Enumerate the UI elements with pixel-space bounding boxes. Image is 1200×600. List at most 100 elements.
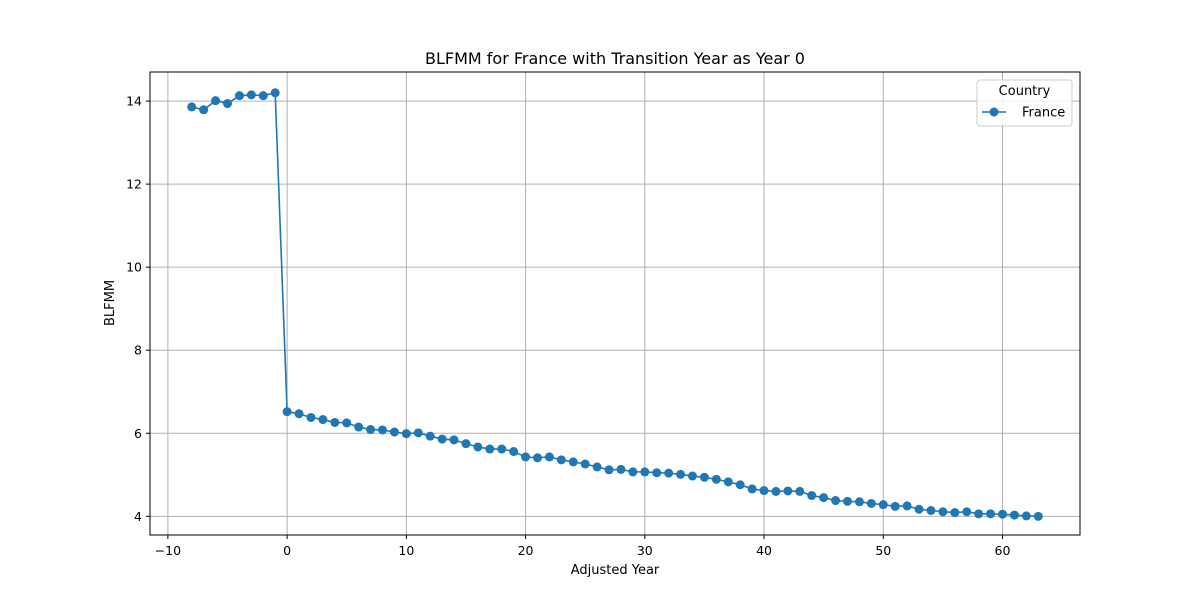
data-point — [437, 434, 447, 444]
series-layer — [187, 88, 1043, 521]
data-point — [497, 444, 507, 454]
data-point — [998, 509, 1007, 519]
data-point — [413, 428, 423, 438]
data-point — [461, 439, 471, 449]
data-point — [449, 435, 459, 445]
data-point — [843, 496, 852, 506]
data-point — [616, 464, 626, 474]
data-point — [306, 412, 316, 422]
y-tick-label: 4 — [134, 509, 142, 524]
data-point — [223, 99, 232, 109]
data-point — [366, 425, 376, 435]
data-point — [699, 472, 709, 482]
data-point — [735, 480, 745, 490]
x-tick-label: 10 — [398, 543, 414, 558]
data-point — [688, 471, 697, 481]
x-tick-label: 50 — [875, 543, 891, 558]
data-point — [580, 459, 590, 469]
data-point — [389, 427, 399, 437]
y-axis-label: BLFMM — [103, 280, 118, 326]
grid-lines — [150, 72, 1080, 535]
data-point — [914, 504, 924, 514]
data-point — [759, 486, 769, 496]
data-point — [676, 469, 686, 479]
x-tick-label: 20 — [518, 543, 534, 558]
legend-title: Country — [999, 84, 1051, 99]
data-point — [890, 501, 900, 511]
data-point — [807, 491, 817, 501]
data-point — [771, 486, 781, 496]
series-line-france — [191, 91, 1039, 518]
data-point — [246, 90, 256, 100]
data-point — [568, 457, 578, 467]
data-point — [1021, 511, 1031, 521]
data-point — [1033, 511, 1043, 521]
data-point — [425, 431, 435, 441]
x-tick-label: 0 — [283, 543, 291, 558]
data-point — [974, 509, 984, 519]
y-tick-label: 14 — [126, 94, 142, 109]
data-point — [640, 467, 650, 477]
data-point — [938, 507, 948, 517]
data-point — [723, 477, 733, 487]
data-point — [258, 91, 268, 101]
data-point — [342, 418, 352, 428]
y-tick-label: 10 — [126, 260, 142, 275]
data-point — [652, 468, 662, 478]
data-point — [628, 467, 638, 477]
data-point — [282, 407, 292, 417]
plot-frame — [149, 71, 1081, 536]
data-point — [819, 493, 829, 503]
data-point — [473, 442, 483, 452]
data-point — [556, 455, 566, 465]
data-point — [270, 88, 280, 98]
data-point — [1009, 510, 1019, 520]
legend-entry-france: France — [1022, 106, 1065, 121]
data-point — [378, 425, 387, 435]
axis-ticks — [146, 100, 1003, 539]
x-tick-label: 30 — [637, 543, 653, 558]
x-axis-label: Adjusted Year — [571, 563, 660, 578]
data-point — [401, 429, 411, 439]
legend-swatch-marker — [989, 107, 999, 117]
data-point — [199, 105, 209, 115]
data-point — [521, 452, 531, 462]
data-point — [902, 501, 912, 511]
data-point — [854, 497, 864, 507]
data-point — [187, 102, 197, 112]
legend: Country France — [976, 79, 1073, 127]
data-point — [354, 422, 364, 432]
data-point — [544, 452, 554, 462]
data-point — [747, 484, 757, 494]
data-point — [866, 498, 876, 508]
data-point — [509, 447, 519, 457]
data-point — [664, 468, 674, 478]
chart-title: BLFMM for France with Transition Year as… — [425, 49, 805, 68]
data-point — [711, 474, 721, 484]
data-point — [485, 444, 495, 454]
x-tick-label: −10 — [155, 543, 181, 558]
data-point — [962, 507, 972, 517]
y-tick-label: 12 — [126, 177, 142, 192]
x-tick-label: 60 — [995, 543, 1011, 558]
data-point — [783, 486, 793, 496]
data-point — [294, 409, 304, 419]
data-point — [950, 508, 960, 518]
data-point — [831, 496, 841, 506]
data-point — [604, 465, 614, 475]
data-point — [986, 509, 996, 519]
data-point — [795, 486, 805, 496]
y-tick-label: 6 — [134, 426, 142, 441]
data-point — [234, 91, 244, 101]
x-tick-label: 40 — [756, 543, 772, 558]
data-point — [533, 453, 542, 463]
data-point — [592, 462, 602, 472]
data-point — [330, 417, 340, 427]
data-point — [211, 96, 221, 106]
data-point — [926, 506, 936, 516]
data-point — [878, 500, 888, 510]
legend-box — [976, 79, 1073, 127]
data-point — [318, 415, 328, 425]
y-tick-label: 8 — [134, 343, 142, 358]
